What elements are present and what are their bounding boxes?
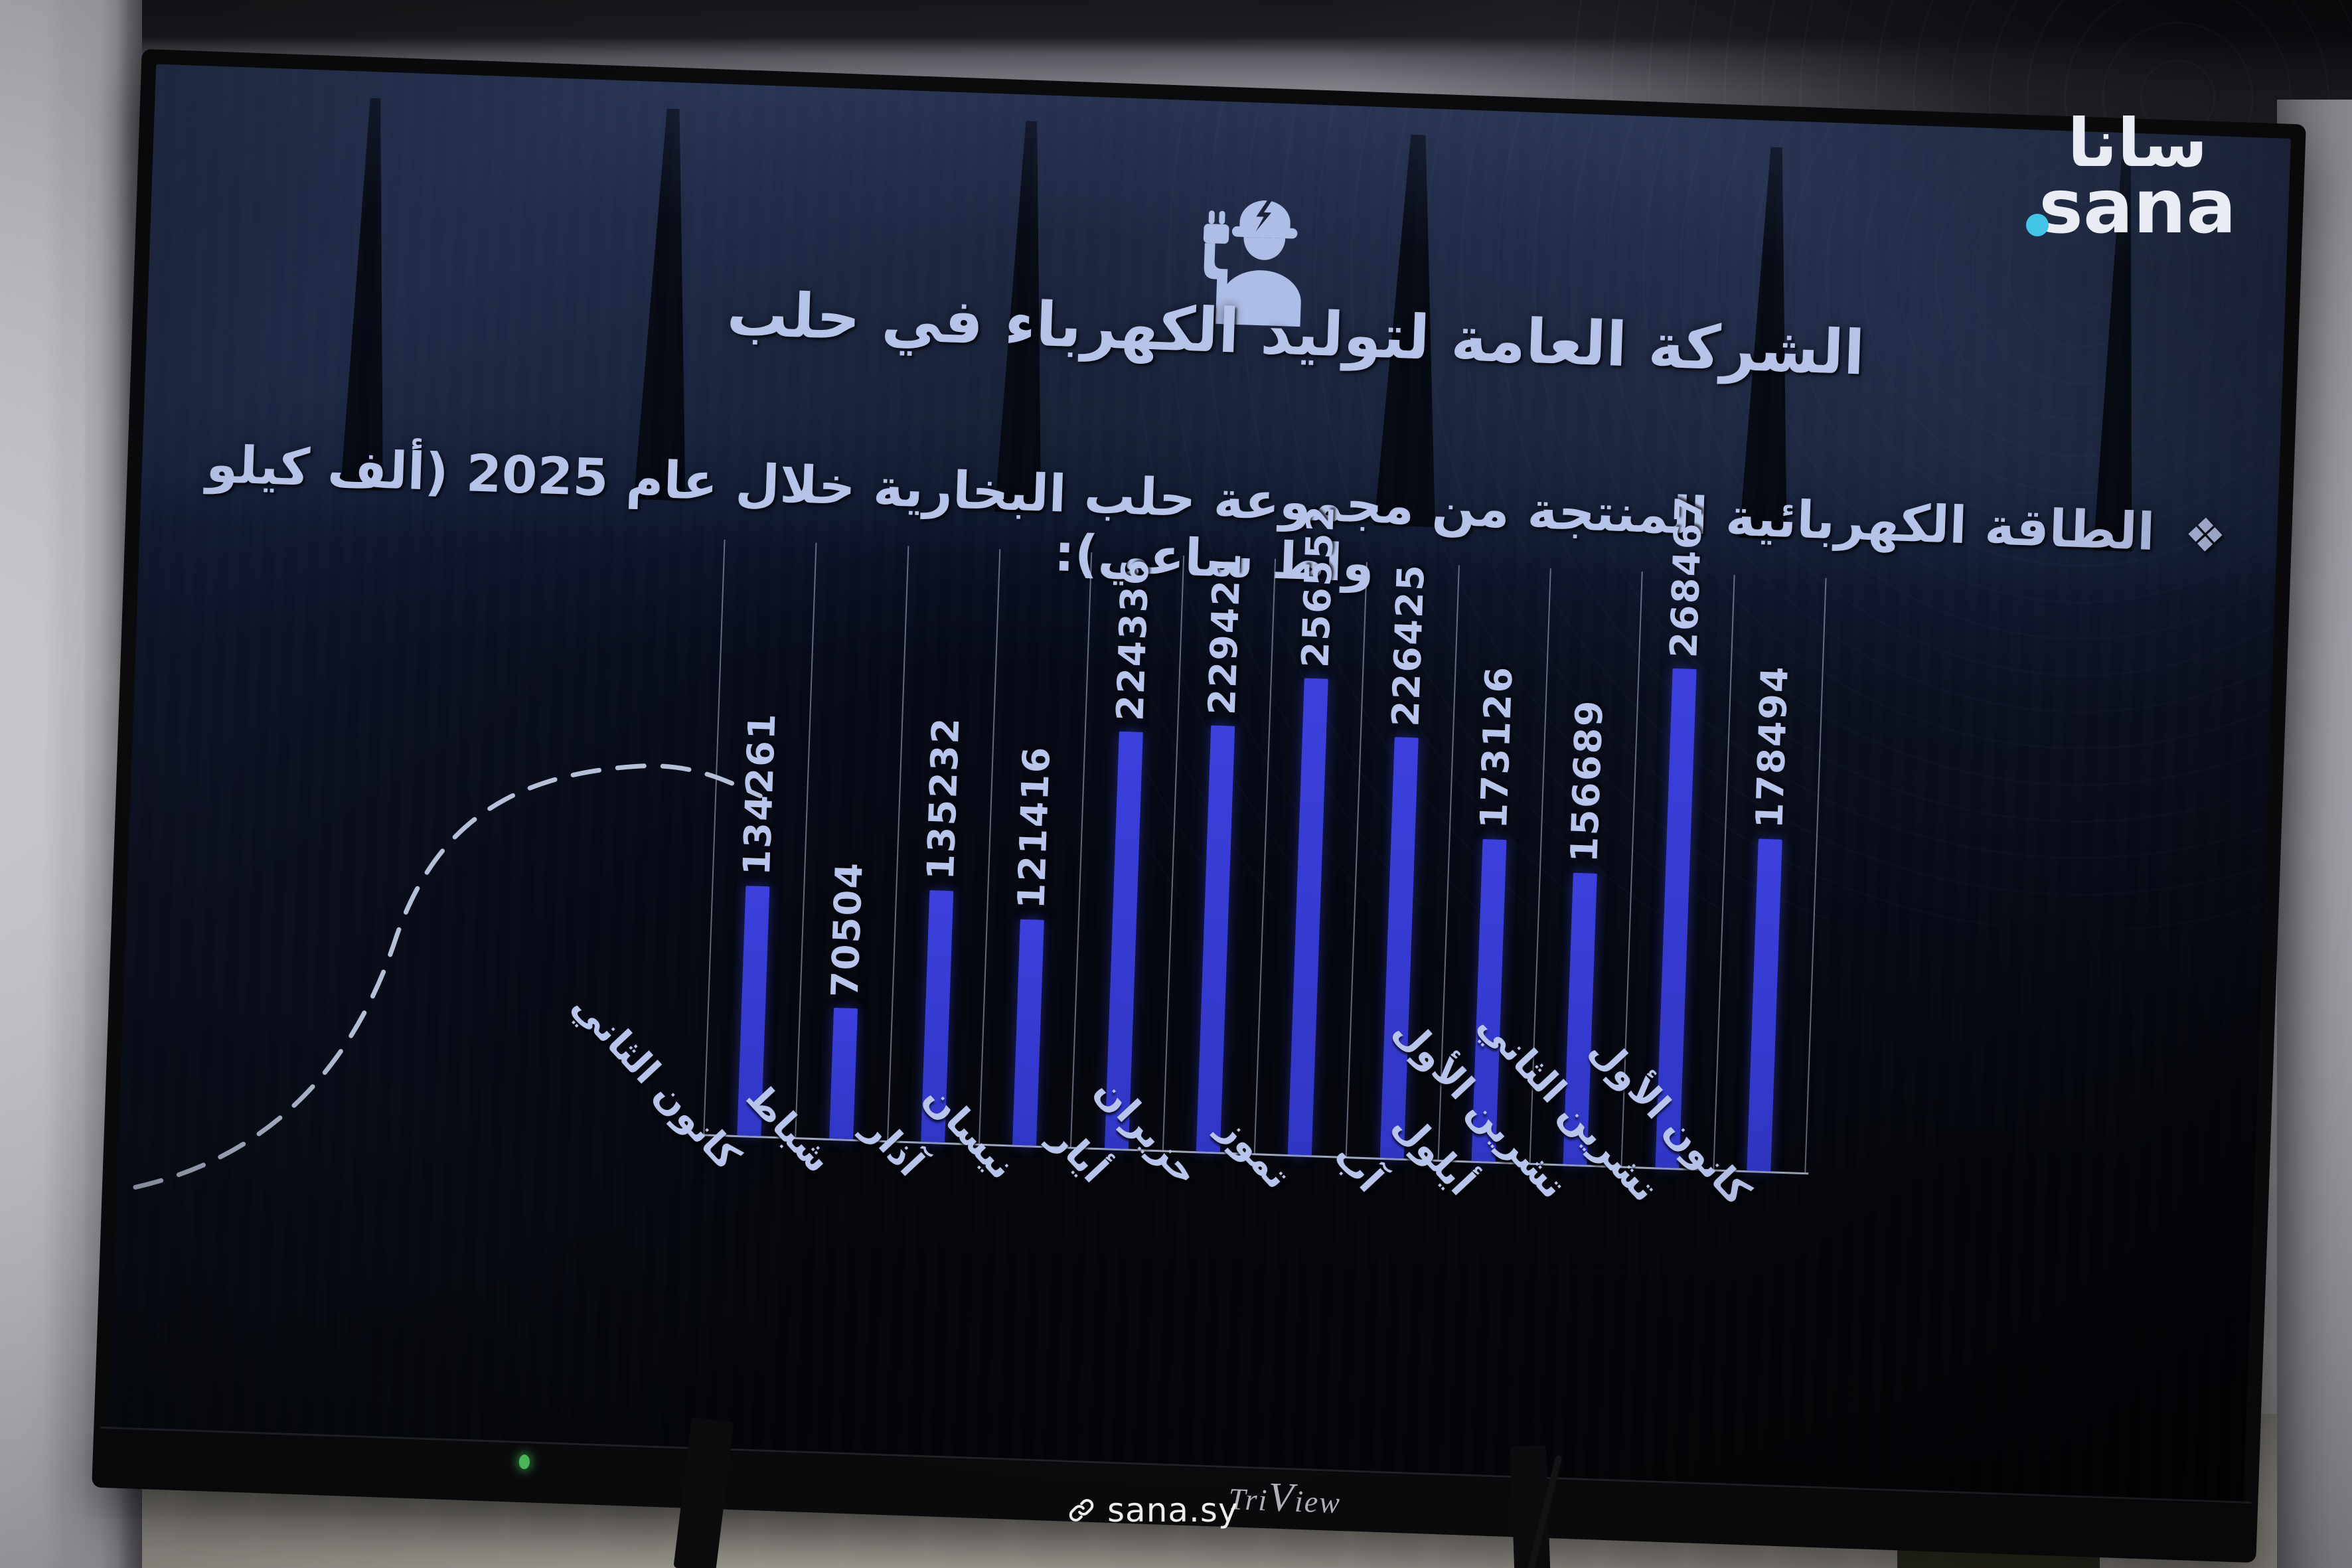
bar-value-label: 268467 xyxy=(1662,494,1711,659)
chart-separator-line xyxy=(1070,552,1093,1147)
chart-separator-line xyxy=(1346,562,1368,1157)
bar-value-label: 134261 xyxy=(736,712,785,876)
bar-value-label: 226425 xyxy=(1383,563,1433,728)
chart-separator-line xyxy=(886,546,909,1140)
chart-separator-line xyxy=(979,549,1001,1144)
tv-frame: الشركة العامة لتوليد الكهرباء في حلب ❖ ا… xyxy=(92,48,2306,1563)
chart-separator-line xyxy=(795,542,817,1138)
bar-value-label: 256552 xyxy=(1294,504,1344,669)
bar-value-label: 121416 xyxy=(1010,745,1059,910)
bar-value-label: 156689 xyxy=(1563,698,1612,864)
chart-separator-line xyxy=(703,539,726,1135)
month-label: آذار xyxy=(855,1107,933,1185)
chart-separator-line xyxy=(1253,558,1277,1154)
bar-value-label: 224336 xyxy=(1108,557,1158,722)
chart-separator-line xyxy=(1162,555,1184,1150)
bar-value-label: 229421 xyxy=(1200,551,1250,716)
electrician-worker-icon xyxy=(1203,200,1301,327)
tv-brand-label: TriView xyxy=(1227,1474,1342,1521)
bar-value-label: 70504 xyxy=(823,860,872,998)
month-label: كانون الثاني xyxy=(564,984,749,1178)
watermark: sana.sy xyxy=(1066,1491,1239,1529)
sana-logo-latin: sana xyxy=(2026,170,2244,244)
bar-value-label: 135232 xyxy=(919,716,969,881)
bar-value-label: 173126 xyxy=(1472,665,1522,830)
sana-logo: سانا sana xyxy=(2026,110,2244,244)
chart-bar xyxy=(1379,737,1419,1159)
bar-chart: 134261 كانون الثاني 70504 شباط 135232 آذار 121… xyxy=(108,64,2291,1504)
chart-bar xyxy=(828,1007,858,1140)
link-icon xyxy=(1069,1499,1094,1522)
power-led xyxy=(518,1454,530,1470)
chart-bar xyxy=(1287,678,1328,1156)
chart-separator-line xyxy=(1713,574,1735,1170)
bar-value-label: 178494 xyxy=(1748,665,1797,830)
chart-separator-line xyxy=(1804,578,1827,1173)
chart-bar xyxy=(1747,838,1782,1172)
watermark-site: sana.sy xyxy=(1107,1491,1239,1529)
tv-screen: الشركة العامة لتوليد الكهرباء في حلب ❖ ا… xyxy=(108,64,2292,1504)
chart-bar xyxy=(1196,725,1235,1152)
chart-bar xyxy=(1012,919,1045,1146)
sana-logo-dot xyxy=(2026,214,2049,236)
